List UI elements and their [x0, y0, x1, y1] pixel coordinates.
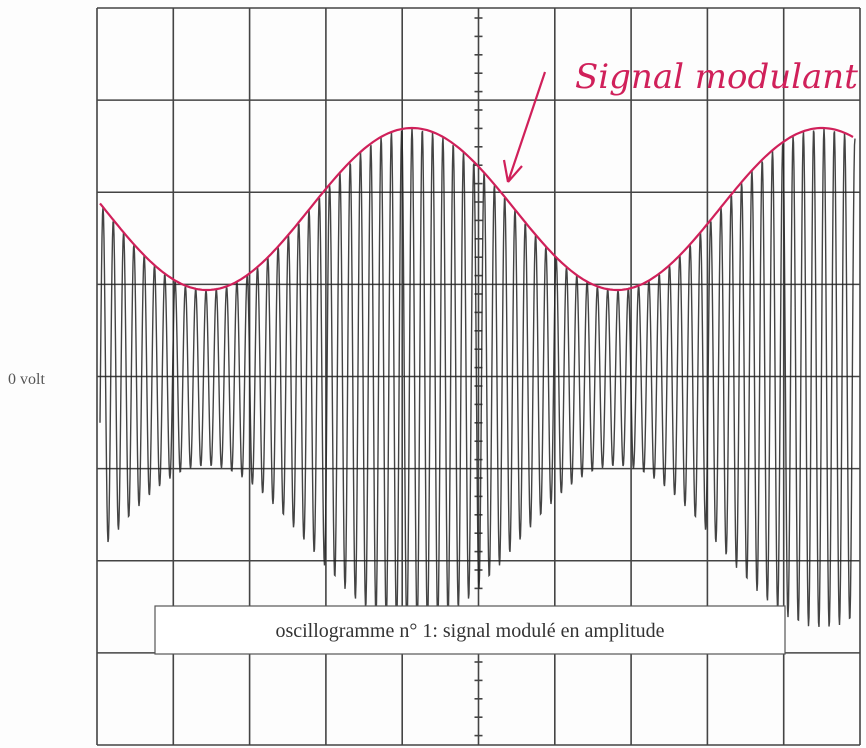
oscillogram: Signal modulant 0 volt oscillogramme n° …: [0, 0, 866, 748]
annotation: Signal modulant: [575, 57, 858, 97]
caption: oscillogramme n° 1: signal modulé en amp…: [275, 620, 664, 642]
page: {"annotation": "Signal modulant", "axis_…: [0, 0, 866, 748]
axis-label: 0 volt: [8, 371, 45, 388]
